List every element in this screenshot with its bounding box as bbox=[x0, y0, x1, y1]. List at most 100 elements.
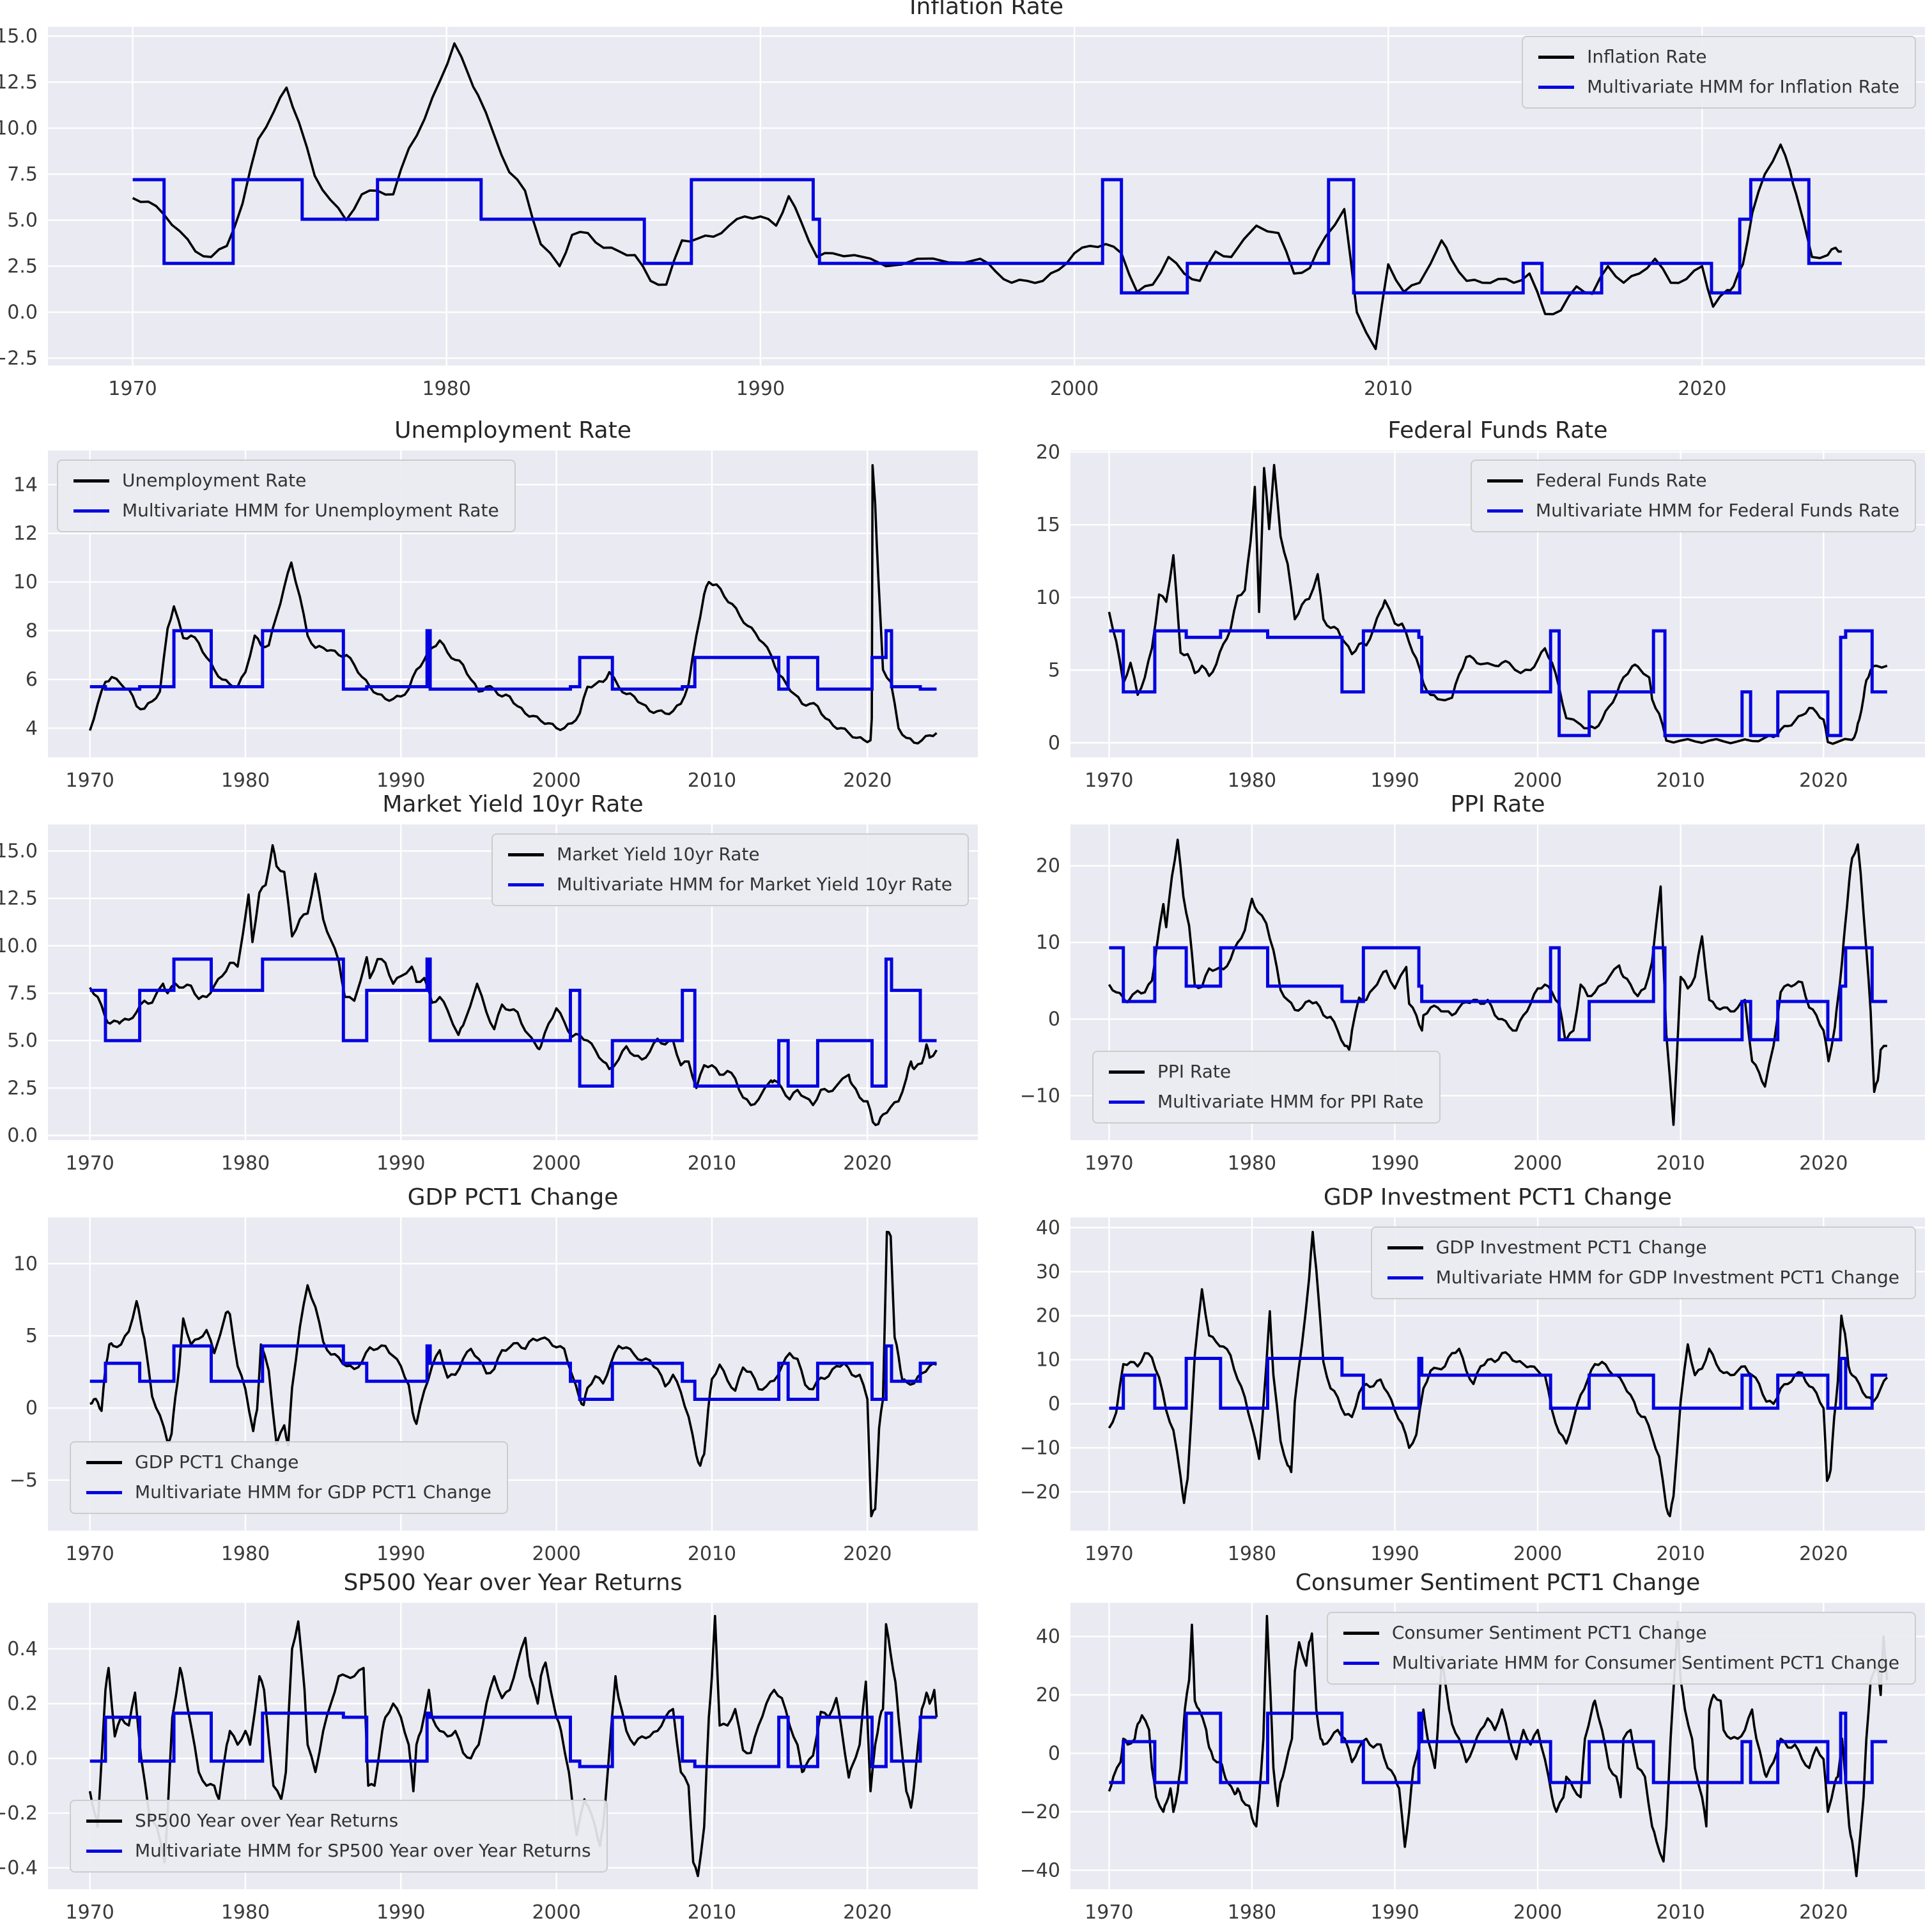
series-line-ppi bbox=[1108, 838, 1887, 1126]
x-tick-label: 1970 bbox=[66, 1901, 114, 1924]
chart-title-inflation: Inflation Rate bbox=[909, 0, 1064, 20]
y-tick-label: 5 bbox=[26, 1325, 38, 1347]
y-tick-label: −2.5 bbox=[0, 347, 38, 369]
x-tick-label: 1980 bbox=[1228, 769, 1276, 792]
legend-label: Multivariate HMM for SP500 Year over Yea… bbox=[135, 1840, 591, 1862]
legend-fedfunds: Federal Funds Rate Multivariate HMM for F… bbox=[1470, 460, 1916, 532]
series-line-swatch-icon bbox=[1387, 1246, 1423, 1249]
y-tick-label: 2.5 bbox=[7, 1077, 38, 1099]
y-tick-label: 30 bbox=[1036, 1261, 1060, 1283]
panel-consumer-sentiment: Consumer Sentiment PCT1 Change 1970 1980 19… bbox=[1020, 1558, 1925, 1932]
legend-label: Multivariate HMM for Consumer Sentiment … bbox=[1391, 1651, 1899, 1673]
legend-item: Multivariate HMM for GDP PCT1 Change bbox=[86, 1481, 491, 1503]
legend-item: SP500 Year over Year Returns bbox=[86, 1811, 591, 1831]
legend-ppi: PPI Rate Multivariate HMM for PPI Rate bbox=[1092, 1051, 1441, 1124]
y-tick-label: −0.2 bbox=[0, 1802, 38, 1825]
chart-title-inv: GDP Investment PCT1 Change bbox=[1323, 1184, 1673, 1210]
y-tick-label: 0.0 bbox=[7, 1125, 38, 1147]
y-tick-label: 20 bbox=[1036, 855, 1060, 877]
x-tick-label: 1970 bbox=[66, 1543, 114, 1565]
legend-item: Multivariate HMM for PPI Rate bbox=[1109, 1092, 1424, 1112]
y-tick-label: 10 bbox=[1036, 1349, 1060, 1372]
legend-label: GDP PCT1 Change bbox=[135, 1451, 299, 1473]
series-line-swatch-icon bbox=[86, 1820, 122, 1823]
y-tick-label: 10 bbox=[1036, 932, 1060, 954]
legend-item: Multivariate HMM for SP500 Year over Yea… bbox=[86, 1841, 591, 1861]
series-line-gdp bbox=[89, 1230, 938, 1518]
y-tick-label: −10 bbox=[1020, 1437, 1060, 1459]
x-tick-label: 2010 bbox=[1364, 378, 1412, 400]
x-tick-label: 1980 bbox=[1228, 1543, 1276, 1565]
x-tick-label: 1970 bbox=[66, 1152, 114, 1175]
legend-sentiment: Consumer Sentiment PCT1 Change Multivaria… bbox=[1326, 1612, 1916, 1685]
x-tick-label: 1970 bbox=[1085, 1543, 1133, 1565]
chart-title-sp500: SP500 Year over Year Returns bbox=[343, 1570, 683, 1596]
chart-title-unemployment: Unemployment Rate bbox=[394, 417, 631, 444]
legend-item: Multivariate HMM for GDP Investment PCT1… bbox=[1387, 1266, 1899, 1288]
y-tick-label: −40 bbox=[1020, 1859, 1060, 1882]
chart-title-sentiment: Consumer Sentiment PCT1 Change bbox=[1295, 1570, 1701, 1596]
x-tick-label: 1970 bbox=[1085, 1152, 1133, 1175]
y-tick-label: 0.0 bbox=[7, 1747, 38, 1770]
y-tick-label: 0 bbox=[26, 1397, 38, 1419]
x-tick-label: 1990 bbox=[1370, 1152, 1419, 1175]
y-tick-label: −5 bbox=[10, 1469, 38, 1492]
y-tick-label: 0 bbox=[1048, 1742, 1060, 1765]
legend-label: Inflation Rate bbox=[1587, 46, 1707, 67]
x-tick-label: 2000 bbox=[1050, 378, 1099, 400]
hmm-line-yield bbox=[89, 957, 937, 1088]
x-tick-label: 1980 bbox=[422, 378, 471, 400]
x-tick-label: 1990 bbox=[376, 769, 425, 792]
x-tick-label: 1980 bbox=[221, 1152, 270, 1175]
y-tick-label: 40 bbox=[1036, 1626, 1060, 1648]
x-tick-label: 1990 bbox=[376, 1152, 425, 1175]
hmm-line-swatch-icon bbox=[1109, 1101, 1145, 1104]
x-tick-label: 1980 bbox=[221, 769, 270, 792]
hmm-line-swatch-icon bbox=[1487, 509, 1523, 513]
series-line-swatch-icon bbox=[1109, 1070, 1145, 1074]
x-tick-label: 2020 bbox=[1799, 769, 1848, 792]
x-tick-label: 1990 bbox=[736, 378, 785, 400]
x-tick-label: 2020 bbox=[1799, 1543, 1848, 1565]
x-tick-label: 2020 bbox=[843, 1152, 892, 1175]
hmm-line-swatch-icon bbox=[1343, 1661, 1379, 1665]
legend-item: Federal Funds Rate bbox=[1487, 470, 1899, 491]
y-tick-label: 5 bbox=[1048, 660, 1060, 682]
legend-unemployment: Unemployment Rate Multivariate HMM for Un… bbox=[57, 460, 516, 532]
y-tick-label: 0.4 bbox=[7, 1638, 38, 1660]
x-tick-label: 2000 bbox=[532, 1543, 580, 1565]
x-tick-label: 2010 bbox=[1657, 1901, 1705, 1924]
chart-title-gdp: GDP PCT1 Change bbox=[407, 1184, 619, 1210]
legend-label: Multivariate HMM for GDP PCT1 Change bbox=[135, 1481, 491, 1503]
y-tick-label: 5.0 bbox=[7, 209, 38, 231]
y-tick-label: 12 bbox=[13, 523, 38, 545]
series-line-swatch-icon bbox=[1538, 55, 1575, 59]
x-tick-label: 2010 bbox=[1657, 1543, 1705, 1565]
x-tick-label: 2000 bbox=[532, 1152, 580, 1175]
y-tick-label: 4 bbox=[26, 717, 38, 739]
y-tick-label: 0.2 bbox=[7, 1693, 38, 1715]
x-tick-label: 2010 bbox=[1657, 769, 1705, 792]
legend-label: Multivariate HMM for Federal Funds Rate bbox=[1535, 499, 1899, 521]
series-line-inv bbox=[1108, 1230, 1889, 1518]
panel-sp500-yoy: SP500 Year over Year Returns 1970 1980 1990… bbox=[0, 1558, 978, 1932]
y-tick-label: 10 bbox=[1036, 587, 1060, 609]
hmm-line-fedfunds bbox=[1109, 629, 1887, 738]
legend-label: Multivariate HMM for Market Yield 10yr R… bbox=[557, 873, 952, 895]
hmm-line-swatch-icon bbox=[1538, 85, 1575, 89]
series-line-swatch-icon bbox=[73, 479, 109, 483]
x-tick-label: 1980 bbox=[1228, 1152, 1276, 1175]
y-tick-label: 2.5 bbox=[7, 255, 38, 277]
legend-item: GDP PCT1 Change bbox=[86, 1453, 491, 1472]
y-tick-label: 10 bbox=[13, 571, 38, 594]
series-line-sentiment bbox=[1108, 1614, 1889, 1878]
legend-label: Multivariate HMM for GDP Investment PCT1… bbox=[1435, 1266, 1899, 1288]
legend-label: Market Yield 10yr Rate bbox=[557, 844, 760, 865]
hmm-line-swatch-icon bbox=[86, 1850, 122, 1853]
legend-label: GDP Investment PCT1 Change bbox=[1435, 1237, 1707, 1258]
panel-gdp-investment-pct1: GDP Investment PCT1 Change 1970 1980 1990 20… bbox=[1020, 1173, 1925, 1575]
legend-item: Multivariate HMM for Market Yield 10yr R… bbox=[508, 873, 952, 895]
panel-ppi: PPI Rate 1970 1980 1990 2000 2010 2020 −10 0 10 20… bbox=[1020, 780, 1925, 1185]
y-tick-label: 10.0 bbox=[0, 935, 38, 957]
x-tick-label: 2010 bbox=[1657, 1152, 1705, 1175]
